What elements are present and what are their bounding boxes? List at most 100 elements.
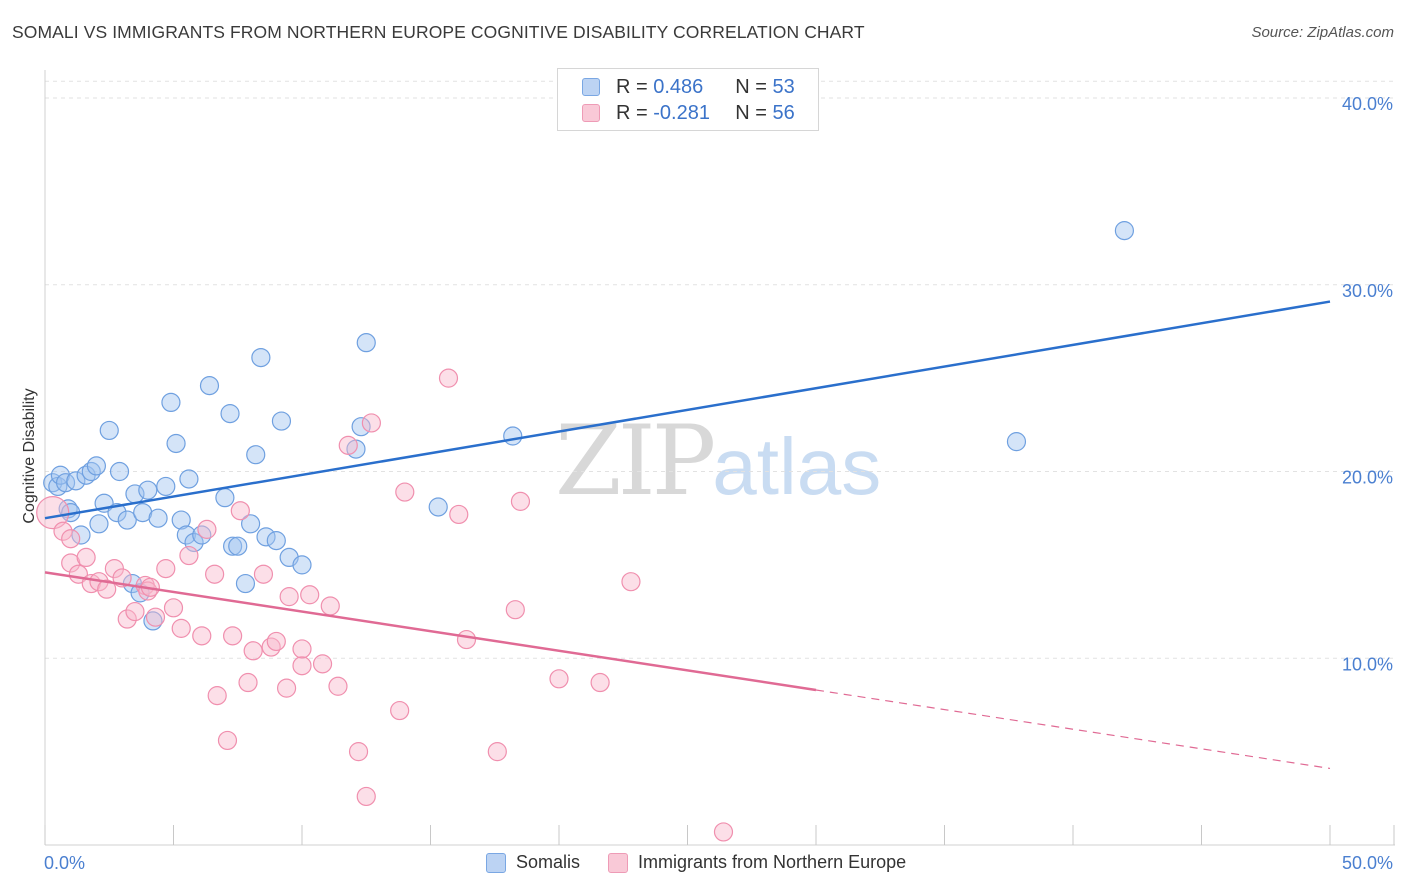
point-northern-europe xyxy=(179,545,199,566)
point-northern-europe xyxy=(253,564,274,584)
y-tick-label: 30.0% xyxy=(1342,281,1393,301)
trend-line-somalis xyxy=(44,300,1331,520)
series-northern-europe-points xyxy=(36,368,734,842)
point-somalis xyxy=(192,525,212,545)
point-somalis xyxy=(138,480,158,500)
point-northern-europe xyxy=(395,482,415,502)
point-northern-europe xyxy=(230,501,250,521)
point-somalis xyxy=(428,497,448,517)
point-somalis xyxy=(171,510,191,530)
point-somalis xyxy=(292,555,312,575)
point-somalis xyxy=(220,404,240,424)
point-northern-europe xyxy=(348,742,369,762)
legend-swatch-northern-europe xyxy=(582,104,600,122)
point-northern-europe xyxy=(356,786,376,807)
point-somalis xyxy=(241,514,261,534)
point-somalis xyxy=(1006,432,1027,452)
point-northern-europe xyxy=(390,700,410,721)
point-northern-europe xyxy=(125,601,145,622)
legend-swatch-somalis xyxy=(486,852,506,873)
legend-r-value: 0.486 xyxy=(653,75,704,98)
point-somalis xyxy=(156,476,176,497)
point-northern-europe xyxy=(217,730,238,751)
trend-line-northern-europe xyxy=(44,571,817,692)
point-northern-europe xyxy=(156,559,176,579)
legend-item-northern-europe: Immigrants from Northern Europe xyxy=(608,852,906,873)
point-somalis xyxy=(89,514,109,534)
legend-n-label: N = xyxy=(735,75,767,98)
legend-n-value: 53 xyxy=(772,75,795,98)
point-somalis xyxy=(223,536,243,556)
point-somalis xyxy=(271,411,292,431)
point-somalis xyxy=(148,508,168,528)
point-somalis xyxy=(256,527,276,547)
point-northern-europe xyxy=(261,637,281,657)
y-tick-label: 40.0% xyxy=(1342,94,1393,114)
y-tick-label: 20.0% xyxy=(1342,468,1393,488)
point-northern-europe xyxy=(312,654,333,674)
point-somalis xyxy=(251,347,271,368)
point-somalis xyxy=(235,573,256,594)
point-northern-europe xyxy=(456,629,477,650)
point-northern-europe xyxy=(243,641,263,661)
point-somalis xyxy=(117,510,137,530)
point-somalis xyxy=(161,392,181,413)
legend-label-northern-europe: Immigrants from Northern Europe xyxy=(638,852,907,872)
point-northern-europe xyxy=(171,618,191,638)
point-somalis xyxy=(86,456,107,476)
legend-swatch-northern-europe xyxy=(608,852,629,873)
series-legend: Somalis Immigrants from Northern Europe xyxy=(486,852,934,873)
point-northern-europe xyxy=(36,495,70,530)
trend-lines xyxy=(44,300,1331,770)
point-northern-europe xyxy=(549,669,569,689)
point-somalis xyxy=(351,417,371,437)
point-somalis xyxy=(246,445,266,465)
point-somalis xyxy=(503,426,523,446)
source-label: Source: ZipAtlas.com xyxy=(1251,24,1394,41)
point-northern-europe xyxy=(590,672,610,693)
point-northern-europe xyxy=(238,672,258,693)
point-northern-europe xyxy=(61,529,81,549)
point-northern-europe xyxy=(505,600,525,620)
watermark: ZIPatlas xyxy=(555,405,881,517)
watermark-atlas: atlas xyxy=(712,422,882,511)
legend-r-value: -0.281 xyxy=(653,101,710,124)
correlation-legend: R = 0.486 N = 53 R = -0.281 N = 56 xyxy=(557,68,819,131)
point-somalis xyxy=(107,502,127,523)
x-tick-label: 50.0% xyxy=(1342,853,1393,873)
point-northern-europe xyxy=(266,631,286,652)
point-northern-europe xyxy=(328,676,348,696)
point-somalis xyxy=(179,469,199,489)
legend-row-somalis: R = 0.486 N = 53 xyxy=(582,75,795,99)
point-northern-europe xyxy=(276,678,297,698)
point-northern-europe xyxy=(117,609,137,629)
x-tick-label: 0.0% xyxy=(44,853,85,873)
point-northern-europe xyxy=(621,572,641,592)
point-northern-europe xyxy=(163,598,184,618)
point-somalis xyxy=(356,333,376,353)
point-somalis xyxy=(176,525,196,545)
point-northern-europe xyxy=(292,656,312,676)
point-northern-europe xyxy=(207,686,227,706)
legend-swatch-somalis xyxy=(582,78,600,96)
point-northern-europe xyxy=(487,742,507,762)
point-northern-europe xyxy=(279,587,299,607)
point-somalis xyxy=(109,461,130,482)
legend-r-label: R = xyxy=(616,101,648,124)
point-somalis xyxy=(66,471,86,491)
legend-n-value: 56 xyxy=(772,101,795,124)
point-northern-europe xyxy=(145,607,166,627)
point-somalis xyxy=(228,536,248,556)
grid-lines xyxy=(45,80,1395,659)
point-northern-europe xyxy=(292,639,312,659)
y-tick-label: 10.0% xyxy=(1342,654,1393,674)
point-somalis xyxy=(215,488,235,508)
point-somalis xyxy=(99,420,119,441)
point-northern-europe xyxy=(97,579,117,599)
y-axis-label: Cognitive Disability xyxy=(21,388,38,523)
legend-r-label: R = xyxy=(616,75,648,98)
chart-title: SOMALI VS IMMIGRANTS FROM NORTHERN EUROP… xyxy=(12,22,865,42)
legend-row-northern-europe: R = -0.281 N = 56 xyxy=(582,101,795,125)
point-somalis xyxy=(1114,221,1135,241)
